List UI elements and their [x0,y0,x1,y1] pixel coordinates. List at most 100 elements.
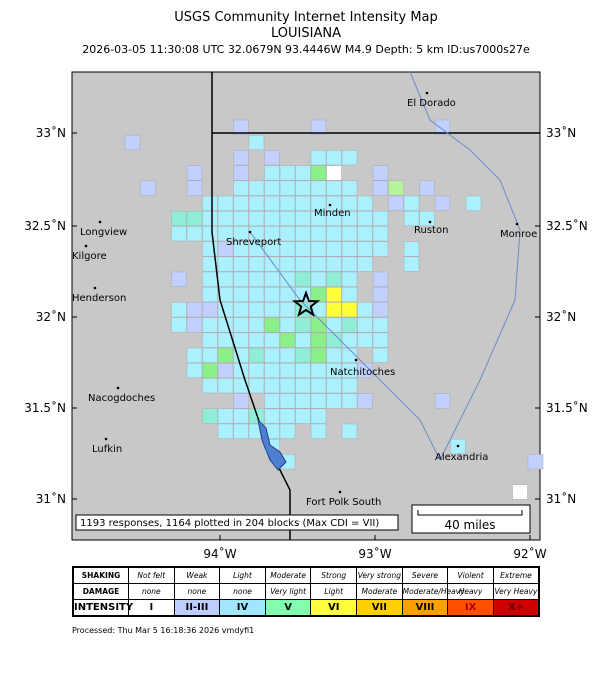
legend-cell: DAMAGE [72,583,129,600]
lon-label: 94˚W [203,546,236,560]
intensity-block [202,408,218,424]
intensity-block [419,180,435,196]
legend-cell: Light [310,583,358,600]
place-label: Kilgore [72,251,107,262]
intensity-block [248,134,265,151]
legend-cell: Very light [264,583,312,600]
place-marker [98,220,102,224]
intensity-block [357,393,373,409]
intensity-block [372,241,389,257]
intensity-block [233,286,249,303]
intensity-block [388,180,404,196]
intensity-block [202,332,218,348]
place-marker [93,286,97,290]
lat-label: 32˚N [36,309,66,324]
place-marker [338,490,342,494]
intensity-block [248,210,265,227]
region: LOUISIANA [271,26,341,41]
intensity-block [326,165,342,181]
place-label: Fort Polk South [306,497,381,508]
footer: Processed: Thu Mar 5 16:18:36 2026 vmdyf… [72,626,255,635]
intensity-block [140,180,156,196]
intensity-block [264,165,280,181]
intensity-block [233,347,249,363]
intensity-block [326,210,342,227]
intensity-block [357,317,373,333]
intensity-block [295,393,311,409]
legend-cell: IV [219,599,266,617]
intensity-block [171,271,187,287]
intensity-block [264,150,280,166]
lat-label: 32.5˚N [546,218,588,233]
intensity-block [264,195,280,211]
legend-cell: SHAKING [72,566,129,584]
intensity-block [341,347,358,363]
intensity-block [264,210,280,227]
intensity-block [403,210,420,227]
intensity-block [341,423,358,439]
intensity-block [171,226,187,242]
legend-cell: Moderate/Heavy [401,583,465,600]
place-marker [116,386,120,390]
intensity-block [264,241,280,257]
intensity-block [171,210,187,227]
intensity-block [264,378,280,394]
intensity-block [295,195,311,211]
intensity-block [264,180,280,196]
intensity-block [326,256,342,272]
place-label: Alexandria [435,452,488,463]
intensity-block [310,332,327,348]
intensity-block [202,195,218,211]
intensity-block [341,241,358,257]
place-label: El Dorado [407,98,456,109]
intensity-block [434,119,451,135]
intensity-block [202,256,218,272]
intensity-block [264,226,280,242]
place-label: Longview [80,227,127,238]
intensity-block [295,165,311,181]
intensity-block [279,286,296,303]
legend-row: SHAKING Not felt Weak Light Moderate Strong Ve… [72,566,540,584]
place-marker [104,437,108,441]
intensity-block [295,256,311,272]
place-marker [515,222,519,226]
place-label: Nacogdoches [88,393,155,404]
intensity-block [310,210,327,227]
place-marker [354,358,358,362]
intensity-block [357,241,373,257]
intensity-block [279,241,296,257]
place-marker [328,203,332,207]
scale-label: 40 miles [444,518,495,532]
intensity-block [326,195,342,211]
legend-table: SHAKING Not felt Weak Light Moderate Strong Ve… [72,566,540,617]
intensity-block [310,241,327,257]
intensity-block [202,210,218,227]
scale-bar [417,510,523,516]
intensity-block [217,362,234,379]
intensity-block [233,226,249,242]
intensity-block [295,271,311,287]
intensity-block [233,119,249,135]
intensity-block [264,408,280,424]
intensity-block [434,393,451,409]
intensity-block [341,362,358,379]
intensity-block [357,362,373,379]
place-label: Shreveport [226,237,281,248]
river [249,231,441,461]
intensity-block [248,286,265,303]
intensity-block [295,332,311,348]
legend-cell: Weak [173,566,221,584]
intensity-block [310,347,327,363]
legend-cell: Very Heavy [492,583,540,600]
intensity-block [233,195,249,211]
intensity-block [217,408,234,424]
intensity-block [310,119,327,135]
state-boundary [211,72,540,540]
lat-label: 31˚N [546,491,576,506]
intensity-block [403,256,420,272]
intensity-block [248,180,265,196]
intensity-block [310,378,327,394]
title: USGS Community Internet Intensity Map [174,10,438,25]
intensity-block [202,378,218,394]
intensity-block [171,317,187,333]
